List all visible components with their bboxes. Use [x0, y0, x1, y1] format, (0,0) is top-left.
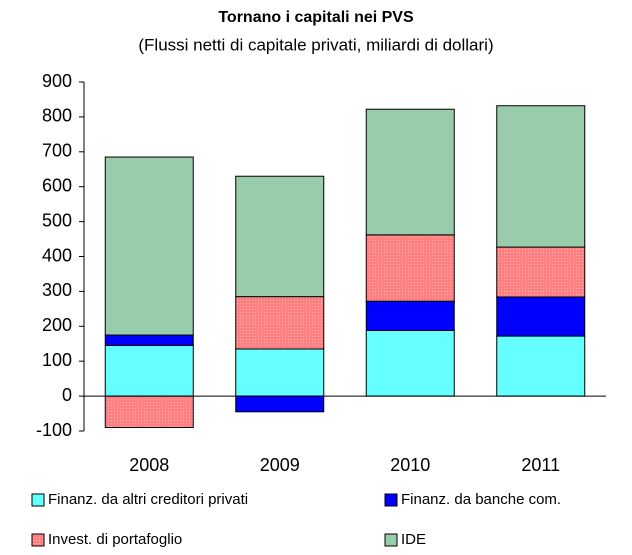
y-tick-label: 400 [42, 245, 72, 265]
legend-label: Finanz. da banche com. [401, 491, 561, 508]
chart-subtitle: (Flussi netti di capitale privati, milia… [138, 35, 493, 54]
y-tick-label: 500 [42, 210, 72, 230]
y-tick-label: 200 [42, 315, 72, 335]
legend-swatch [31, 533, 45, 547]
x-tick-label: 2011 [521, 455, 560, 475]
bar-segment [235, 348, 325, 397]
bar-segment [235, 296, 325, 350]
y-tick-label: 600 [42, 175, 72, 195]
x-tick-label: 2010 [390, 455, 430, 475]
y-tick-label: 800 [42, 106, 72, 126]
y-tick-label: 700 [42, 141, 72, 161]
legend-label: IDE [401, 531, 426, 548]
bar-segment [104, 156, 194, 336]
bar-segment [496, 335, 586, 397]
bar-segment [365, 300, 455, 331]
x-tick-label: 2009 [260, 455, 300, 475]
bar-segment [496, 246, 586, 298]
bar-segment [104, 344, 194, 397]
bar-segment [365, 108, 455, 236]
bar-segment [496, 296, 586, 337]
bar-segment [365, 329, 455, 397]
chart-title: Tornano i capitali nei PVS [218, 9, 414, 26]
y-tick-label: 300 [42, 280, 72, 300]
bar-segment [104, 395, 194, 429]
x-tick-label: 2008 [129, 455, 169, 475]
bar-segment [235, 175, 325, 298]
bar-segment [496, 105, 586, 248]
bar-segment [104, 334, 194, 346]
bar-segment [235, 395, 325, 413]
y-tick-label: 0 [62, 385, 72, 405]
y-tick-label: 900 [42, 71, 72, 91]
legend-label: Finanz. da altri creditori privati [48, 491, 248, 508]
y-tick-label: -100 [36, 420, 72, 440]
legend-label: Invest. di portafoglio [48, 531, 182, 548]
legend-swatch [31, 493, 45, 507]
legend-swatch [384, 493, 398, 507]
legend-swatch [384, 533, 398, 547]
bar-segment [365, 234, 455, 302]
y-tick-label: 100 [42, 350, 72, 370]
